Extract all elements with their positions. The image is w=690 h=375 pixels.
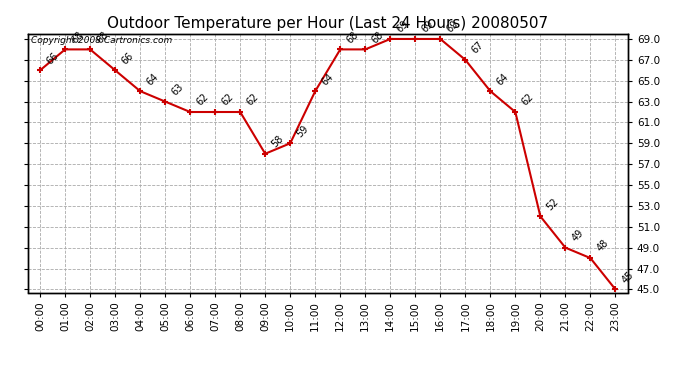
Text: 62: 62 bbox=[520, 92, 535, 108]
Text: 49: 49 bbox=[569, 228, 585, 243]
Text: 64: 64 bbox=[319, 71, 335, 87]
Text: 66: 66 bbox=[119, 50, 135, 66]
Text: 59: 59 bbox=[295, 123, 310, 139]
Text: 68: 68 bbox=[69, 30, 85, 45]
Text: 69: 69 bbox=[420, 19, 435, 35]
Text: 66: 66 bbox=[44, 50, 60, 66]
Text: 69: 69 bbox=[444, 19, 460, 35]
Text: 67: 67 bbox=[469, 40, 485, 56]
Text: 64: 64 bbox=[144, 71, 160, 87]
Text: 62: 62 bbox=[195, 92, 210, 108]
Text: 52: 52 bbox=[544, 196, 560, 212]
Text: 68: 68 bbox=[344, 30, 360, 45]
Text: 69: 69 bbox=[395, 19, 410, 35]
Text: 45: 45 bbox=[620, 269, 635, 285]
Text: 58: 58 bbox=[269, 134, 285, 150]
Text: 48: 48 bbox=[595, 238, 610, 254]
Text: 62: 62 bbox=[244, 92, 260, 108]
Title: Outdoor Temperature per Hour (Last 24 Hours) 20080507: Outdoor Temperature per Hour (Last 24 Ho… bbox=[107, 16, 549, 31]
Text: 62: 62 bbox=[219, 92, 235, 108]
Text: 68: 68 bbox=[369, 30, 385, 45]
Text: 68: 68 bbox=[95, 30, 110, 45]
Text: Copyright 2008 Cartronics.com: Copyright 2008 Cartronics.com bbox=[30, 36, 172, 45]
Text: 63: 63 bbox=[169, 82, 185, 98]
Text: 64: 64 bbox=[495, 71, 510, 87]
